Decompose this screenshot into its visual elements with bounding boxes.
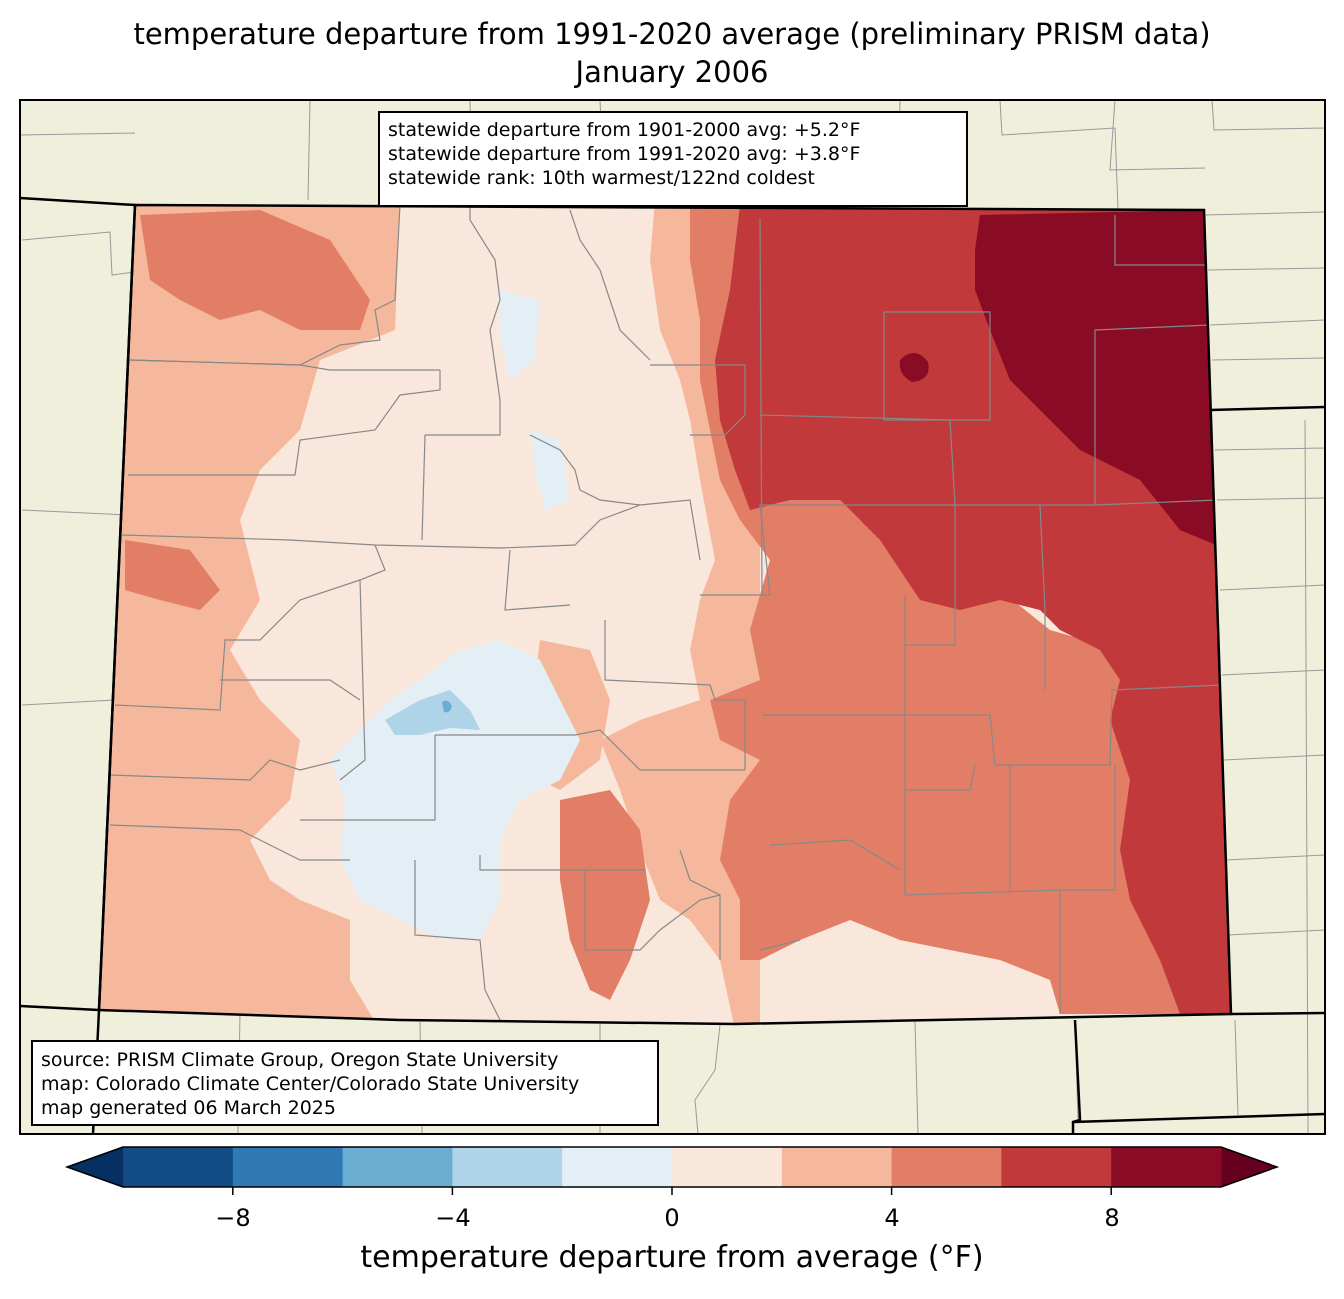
colorbar xyxy=(64,1146,1280,1195)
stats-line-1991-avg: statewide departure from 1991-2020 avg: … xyxy=(388,143,861,165)
colorbar-bin xyxy=(123,1147,234,1187)
generated-date-line: map generated 06 March 2025 xyxy=(41,1097,336,1119)
colorbar-bin xyxy=(452,1147,563,1187)
map-frame xyxy=(19,99,1326,1135)
map-subtitle: January 2006 xyxy=(575,55,769,89)
county-lines xyxy=(109,205,1223,1021)
temperature-field xyxy=(99,205,1231,1024)
colorbar-over-arrow xyxy=(1221,1147,1277,1187)
statewide-stats-box: statewide departure from 1901-2000 avg: … xyxy=(378,111,968,207)
field-0-neg2 xyxy=(500,290,540,380)
colorbar-tick-label: 4 xyxy=(884,1204,900,1232)
source-box: source: PRISM Climate Group, Oregon Stat… xyxy=(31,1040,659,1126)
colorbar-under-arrow xyxy=(67,1147,123,1187)
state-borders xyxy=(19,196,1326,1135)
colorbar-bin xyxy=(891,1147,1002,1187)
field-4-6 xyxy=(560,790,650,1000)
colorbar-bin xyxy=(1111,1147,1222,1187)
map-title: temperature departure from 1991-2020 ave… xyxy=(133,17,1211,51)
colorbar-tick-label: 0 xyxy=(664,1204,680,1232)
colorbar-tick-label: −4 xyxy=(435,1204,471,1232)
field-0-neg2 xyxy=(330,640,580,940)
map-credit-line: map: Colorado Climate Center/Colorado St… xyxy=(41,1073,580,1095)
colorbar-tick-label: −8 xyxy=(215,1204,251,1232)
colorbar-outline xyxy=(64,1146,1280,1188)
colorbar-bin xyxy=(562,1147,673,1187)
field-8-10 xyxy=(899,352,929,382)
colorbar-bin xyxy=(1001,1147,1112,1187)
colorbar-bin xyxy=(781,1147,893,1187)
stats-line-1900-avg: statewide departure from 1901-2000 avg: … xyxy=(388,119,861,141)
colorbar-label: temperature departure from average (°F) xyxy=(360,1240,984,1275)
colorbar-bin xyxy=(342,1147,453,1187)
colorbar-bin xyxy=(672,1147,783,1187)
field-4-6 xyxy=(140,210,370,330)
field-neg4-neg6 xyxy=(442,700,452,713)
colorbar-bin xyxy=(232,1147,344,1187)
field-neg2-neg4 xyxy=(385,690,480,735)
field-2-4 xyxy=(99,205,400,1024)
colorbar-tick-label: 8 xyxy=(1104,1204,1120,1232)
neighbor-county-lines xyxy=(20,100,1325,1134)
stats-line-rank: statewide rank: 10th warmest/122nd colde… xyxy=(388,167,815,189)
source-line: source: PRISM Climate Group, Oregon Stat… xyxy=(41,1049,559,1071)
field-4-6 xyxy=(125,540,220,610)
